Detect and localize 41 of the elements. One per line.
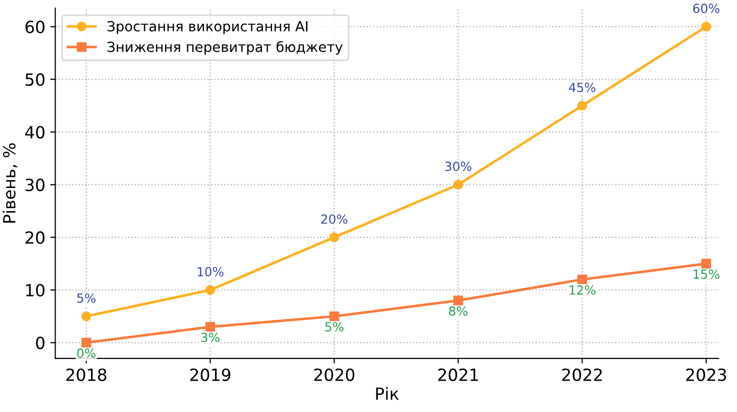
data-label: 15%: [694, 269, 720, 279]
x-axis-title: Рік: [376, 387, 399, 400]
data-label: 3%: [201, 332, 220, 342]
y-tick-label: 40: [25, 126, 44, 139]
point: [81, 311, 92, 322]
point: [453, 296, 464, 306]
data-label: 10%: [198, 266, 224, 276]
data-label: 5%: [325, 322, 344, 332]
y-axis-title: Рівень, %: [2, 143, 18, 223]
point: [329, 311, 340, 322]
data-label: 30%: [445, 162, 472, 172]
y-tick-label: 60: [26, 20, 44, 34]
x-tick-label: 2018: [66, 368, 106, 382]
y-tick-label: 0: [36, 336, 44, 350]
point: [453, 180, 464, 190]
y-tick-label: 20: [26, 231, 44, 244]
point: [81, 338, 92, 348]
point: [205, 285, 216, 295]
point: [329, 232, 340, 242]
data-label: 20%: [321, 214, 348, 224]
y-tick-label: 10: [26, 284, 44, 297]
data-label: 45%: [568, 82, 596, 92]
point: [577, 100, 588, 111]
point: [577, 274, 588, 284]
x-tick-label: 2021: [438, 368, 478, 382]
y-tick-label: 50: [26, 73, 44, 86]
data-label: 8%: [449, 306, 468, 316]
x-tick-label: 2022: [562, 368, 602, 382]
data-label: 0%: [77, 348, 96, 358]
x-tick-label: 2023: [686, 368, 726, 382]
data-label: 5%: [77, 293, 96, 303]
legend-label: Зростання використання AI: [108, 20, 308, 34]
point: [701, 258, 712, 269]
legend-label: Зниження перевитрат бюджету: [108, 41, 343, 55]
data-label: 60%: [693, 4, 720, 14]
x-tick-label: 2020: [314, 368, 354, 382]
point: [205, 322, 216, 332]
x-tick-label: 2019: [190, 368, 230, 382]
y-tick-label: 30: [26, 178, 44, 192]
data-label: 12%: [570, 285, 596, 295]
point: [701, 22, 712, 32]
